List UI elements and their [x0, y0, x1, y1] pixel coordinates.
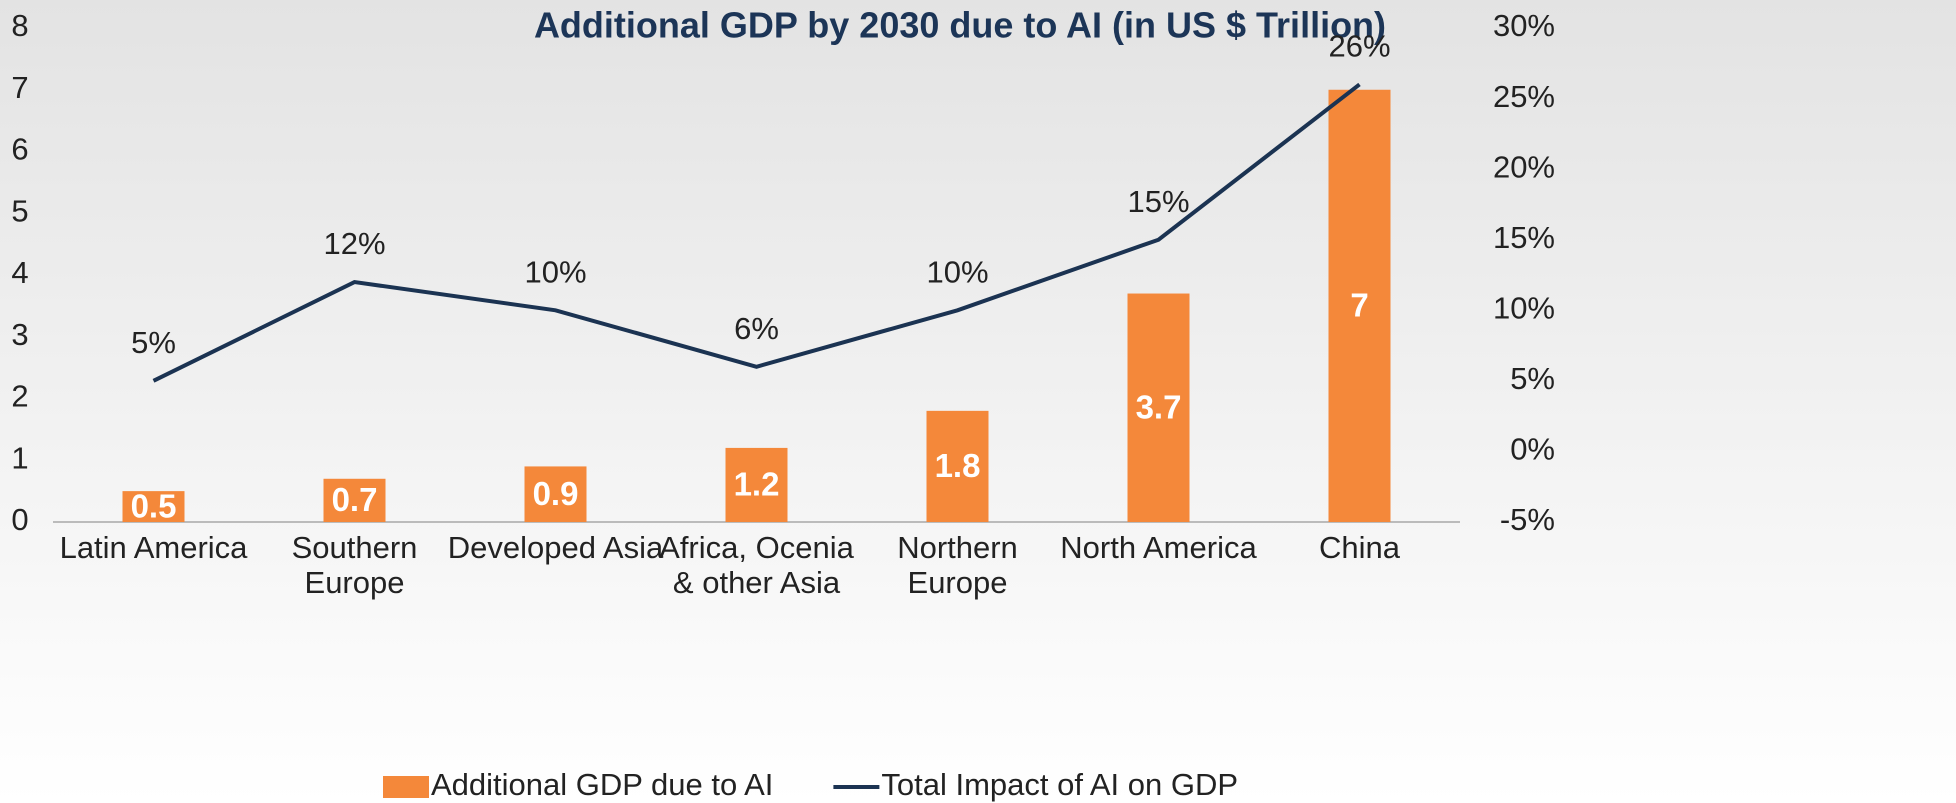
line-label: 15% [1127, 184, 1189, 219]
y2-tick-label: 25% [1493, 79, 1555, 114]
y2-tick-label: 5% [1510, 361, 1555, 396]
y2-tick-label: 10% [1493, 290, 1555, 325]
bar-label: 0.9 [533, 475, 579, 512]
bar [122, 491, 185, 522]
y2-tick-label: -5% [1500, 502, 1555, 537]
bar-label: 0.5 [131, 487, 177, 524]
line-label: 6% [734, 311, 779, 346]
bar [725, 447, 788, 522]
bar-label: 1.2 [734, 466, 780, 503]
line [152, 82, 1361, 383]
y-tick-label: 5 [11, 193, 28, 228]
y2-tick-label: 20% [1493, 149, 1555, 184]
y-tick-label: 4 [11, 255, 28, 290]
legend-label: Total Impact of AI on GDP [881, 767, 1238, 802]
legend-swatch [383, 776, 429, 798]
chart-title: Additional GDP by 2030 due to AI (in US … [534, 5, 1386, 46]
x-tick-label: Developed Asia [448, 530, 664, 565]
line-label: 10% [524, 254, 586, 289]
y-tick-label: 2 [11, 379, 28, 414]
legend-label: Additional GDP due to AI [431, 767, 773, 802]
bar-label: 3.7 [1136, 388, 1182, 425]
y-tick-label: 1 [11, 440, 28, 475]
x-tick-label: China [1319, 530, 1401, 565]
bar [926, 410, 989, 522]
line-label: 26% [1328, 29, 1390, 64]
y2-tick-label: 30% [1493, 8, 1555, 43]
bar-label: 0.7 [332, 481, 378, 518]
bar-label: 7 [1350, 287, 1368, 324]
x-tick-label: Latin America [60, 530, 249, 565]
x-tick-label: Northern Europe [897, 530, 1018, 600]
x-tick-label: Southern Europe [292, 530, 418, 600]
bar [524, 466, 587, 522]
y-tick-label: 6 [11, 132, 28, 167]
bar [1328, 89, 1391, 522]
line-label: 10% [926, 254, 988, 289]
x-tick-label: Africa, Ocenia & other Asia [659, 530, 854, 600]
y2-tick-label: 15% [1493, 220, 1555, 255]
y-tick-label: 0 [11, 502, 28, 537]
x-tick-label: North America [1060, 530, 1257, 565]
bar-label: 1.8 [935, 447, 981, 484]
line-label: 12% [323, 226, 385, 261]
bar [323, 478, 386, 522]
line-label: 5% [131, 325, 176, 360]
y-tick-label: 3 [11, 317, 28, 352]
y-tick-label: 7 [11, 70, 28, 105]
y2-tick-label: 0% [1510, 432, 1555, 467]
bar [1127, 293, 1190, 522]
y-tick-label: 8 [11, 8, 28, 43]
